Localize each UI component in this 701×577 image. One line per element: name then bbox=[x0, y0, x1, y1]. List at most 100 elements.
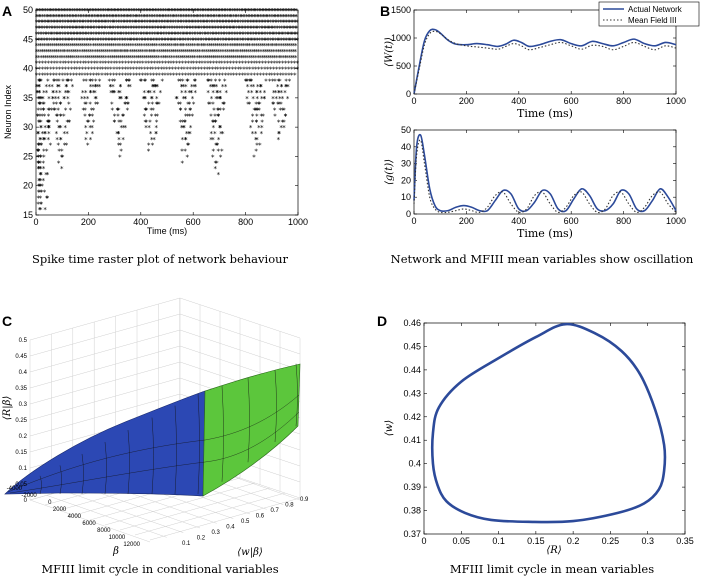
spike-mark: * bbox=[171, 36, 175, 44]
spike-mark: * bbox=[150, 101, 154, 109]
spike-mark: * bbox=[81, 89, 85, 97]
spike-mark: * bbox=[263, 66, 267, 74]
spike-mark: * bbox=[249, 36, 253, 44]
spike-mark: * bbox=[93, 48, 97, 56]
spike-mark: * bbox=[203, 54, 207, 62]
spike-mark: * bbox=[177, 19, 181, 27]
spike-mark: * bbox=[65, 89, 69, 97]
spike-mark: * bbox=[38, 77, 42, 85]
spike-mark: * bbox=[93, 95, 97, 103]
spike-mark: * bbox=[201, 25, 205, 33]
spike-mark: * bbox=[101, 36, 105, 44]
spike-mark: * bbox=[82, 30, 86, 38]
spike-mark: * bbox=[242, 7, 246, 15]
spike-mark: * bbox=[217, 13, 221, 21]
spike-mark: * bbox=[204, 48, 208, 56]
spike-mark: * bbox=[285, 13, 289, 21]
spike-mark: * bbox=[39, 19, 43, 27]
spike-mark: * bbox=[107, 7, 111, 15]
panel-1-xtick-label: 0 bbox=[411, 96, 416, 106]
spike-mark: * bbox=[209, 130, 213, 138]
spike-mark: * bbox=[245, 77, 249, 85]
spike-mark: * bbox=[114, 42, 118, 50]
mesh-line bbox=[127, 430, 130, 495]
legend-box bbox=[598, 1, 700, 27]
spike-mark: * bbox=[134, 48, 138, 56]
spike-mark: * bbox=[34, 66, 38, 74]
spike-mark: * bbox=[141, 95, 145, 103]
spike-mark: * bbox=[135, 13, 139, 21]
spike-mark: * bbox=[177, 48, 181, 56]
spike-mark: * bbox=[112, 7, 116, 15]
spike-mark: * bbox=[154, 19, 158, 27]
spike-mark: * bbox=[115, 60, 119, 68]
spike-mark: * bbox=[237, 30, 241, 38]
spike-mark: * bbox=[281, 25, 285, 33]
spike-mark: * bbox=[38, 30, 42, 38]
spike-mark: * bbox=[46, 112, 50, 120]
spike-mark: * bbox=[215, 42, 219, 50]
spike-mark: * bbox=[81, 107, 85, 115]
spike-mark: * bbox=[146, 13, 150, 21]
spike-mark: * bbox=[36, 159, 40, 167]
spike-mark: * bbox=[209, 42, 213, 50]
spike-mark: * bbox=[65, 77, 69, 85]
raster-spikes: ****************************************… bbox=[34, 7, 299, 214]
spike-mark: * bbox=[225, 19, 229, 27]
spike-mark: * bbox=[237, 7, 241, 15]
spike-mark: * bbox=[224, 42, 228, 50]
spike-mark: * bbox=[218, 30, 222, 38]
spike-mark: * bbox=[42, 36, 46, 44]
spike-mark: * bbox=[211, 118, 215, 126]
spike-mark: * bbox=[72, 60, 76, 68]
spike-mark: * bbox=[82, 42, 86, 50]
spike-mark: * bbox=[235, 30, 239, 38]
spike-mark: * bbox=[173, 19, 177, 27]
spike-mark: * bbox=[92, 13, 96, 21]
panel-d-ytick-label: 0.42 bbox=[403, 412, 421, 422]
spike-mark: * bbox=[119, 148, 123, 156]
spike-mark: * bbox=[46, 118, 50, 126]
spike-mark: * bbox=[233, 13, 237, 21]
spike-mark: * bbox=[70, 7, 74, 15]
spike-mark: * bbox=[133, 30, 137, 38]
spike-mark: * bbox=[252, 60, 256, 68]
spike-mark: * bbox=[59, 48, 63, 56]
spike-mark: * bbox=[67, 19, 71, 27]
spike-mark: * bbox=[146, 148, 150, 156]
spike-mark: * bbox=[89, 107, 93, 115]
panel-d-xtick-label: 0.2 bbox=[567, 536, 580, 546]
spike-mark: * bbox=[261, 19, 265, 27]
spike-mark: * bbox=[252, 7, 256, 15]
spike-mark: * bbox=[280, 19, 284, 27]
spike-mark: * bbox=[284, 25, 288, 33]
spike-mark: * bbox=[198, 25, 202, 33]
spike-mark: * bbox=[46, 124, 50, 132]
spike-mark: * bbox=[130, 48, 134, 56]
spike-mark: * bbox=[148, 118, 152, 126]
spike-mark: * bbox=[126, 30, 130, 38]
spike-mark: * bbox=[120, 30, 124, 38]
spike-mark: * bbox=[141, 60, 145, 68]
spike-mark: * bbox=[150, 54, 154, 62]
spike-mark: * bbox=[207, 77, 211, 85]
spike-mark: * bbox=[157, 30, 161, 38]
spike-mark: * bbox=[92, 60, 96, 68]
spike-mark: * bbox=[111, 83, 115, 91]
spike-mark: * bbox=[38, 153, 42, 161]
spike-mark: * bbox=[34, 13, 38, 21]
panel-b-top-xlabel: Time (ms) bbox=[517, 107, 573, 120]
spike-mark: * bbox=[74, 54, 78, 62]
spike-mark: * bbox=[108, 54, 112, 62]
spike-mark: * bbox=[42, 19, 46, 27]
spike-mark: * bbox=[176, 25, 180, 33]
spike-mark: * bbox=[57, 42, 61, 50]
spike-mark: * bbox=[50, 19, 54, 27]
spike-mark: * bbox=[174, 36, 178, 44]
spike-mark: * bbox=[118, 60, 122, 68]
spike-mark: * bbox=[239, 54, 243, 62]
spike-mark: * bbox=[56, 107, 60, 115]
spike-mark: * bbox=[68, 19, 72, 27]
spike-mark: * bbox=[156, 36, 160, 44]
spike-mark: * bbox=[248, 36, 252, 44]
